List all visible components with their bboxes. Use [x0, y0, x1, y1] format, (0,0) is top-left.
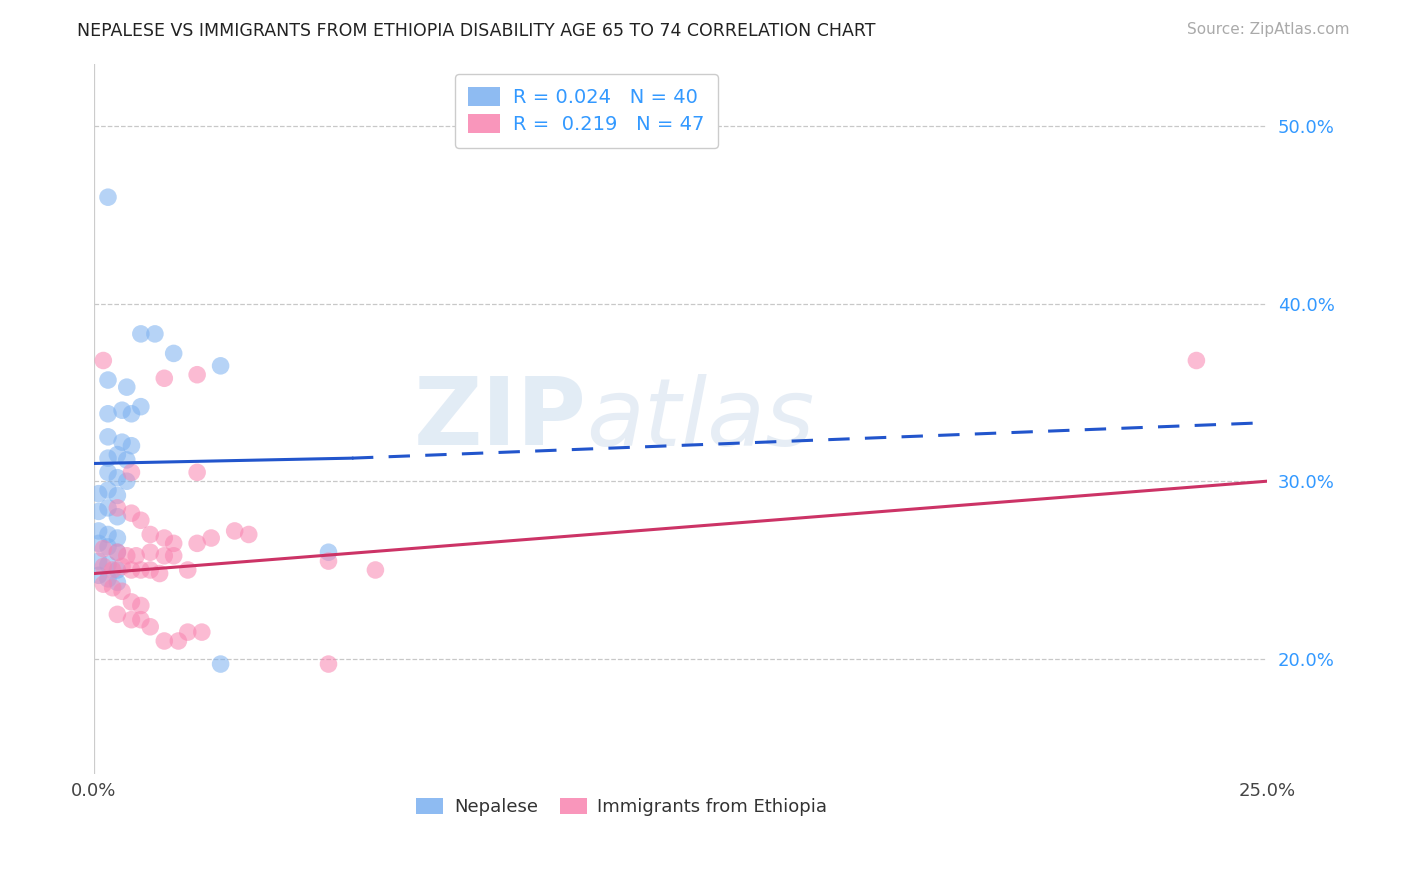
- Text: NEPALESE VS IMMIGRANTS FROM ETHIOPIA DISABILITY AGE 65 TO 74 CORRELATION CHART: NEPALESE VS IMMIGRANTS FROM ETHIOPIA DIS…: [77, 22, 876, 40]
- Point: [97, 527, 120, 541]
- Point: [97, 483, 120, 497]
- Point: [153, 634, 176, 648]
- Point: [139, 563, 162, 577]
- Point: [105, 500, 128, 515]
- Point: [186, 536, 208, 550]
- Point: [105, 531, 128, 545]
- Point: [97, 540, 120, 554]
- Point: [129, 599, 152, 613]
- Point: [87, 504, 110, 518]
- Point: [209, 359, 232, 373]
- Point: [120, 506, 142, 520]
- Point: [163, 549, 186, 563]
- Point: [120, 563, 142, 577]
- Point: [105, 607, 128, 622]
- Point: [105, 545, 128, 559]
- Point: [153, 371, 176, 385]
- Point: [153, 531, 176, 545]
- Point: [105, 545, 128, 559]
- Point: [97, 373, 120, 387]
- Point: [364, 563, 387, 577]
- Point: [153, 549, 176, 563]
- Point: [101, 563, 124, 577]
- Point: [91, 353, 114, 368]
- Point: [129, 563, 152, 577]
- Point: [97, 466, 120, 480]
- Point: [318, 657, 340, 671]
- Point: [91, 577, 114, 591]
- Point: [129, 513, 152, 527]
- Point: [139, 620, 162, 634]
- Point: [238, 527, 260, 541]
- Point: [87, 524, 110, 538]
- Point: [91, 559, 114, 574]
- Text: ZIP: ZIP: [413, 373, 586, 465]
- Point: [149, 566, 172, 581]
- Point: [120, 466, 142, 480]
- Point: [224, 524, 246, 538]
- Point: [163, 346, 186, 360]
- Point: [129, 326, 152, 341]
- Point: [97, 451, 120, 466]
- Point: [120, 613, 142, 627]
- Point: [318, 545, 340, 559]
- Point: [97, 430, 120, 444]
- Point: [87, 486, 110, 500]
- Point: [91, 541, 114, 556]
- Point: [115, 380, 138, 394]
- Point: [120, 439, 142, 453]
- Point: [111, 403, 134, 417]
- Point: [111, 559, 134, 574]
- Point: [105, 488, 128, 502]
- Point: [105, 563, 128, 577]
- Point: [105, 448, 128, 462]
- Point: [115, 453, 138, 467]
- Point: [177, 563, 200, 577]
- Point: [111, 435, 134, 450]
- Point: [97, 190, 120, 204]
- Point: [111, 584, 134, 599]
- Point: [129, 400, 152, 414]
- Point: [186, 368, 208, 382]
- Point: [97, 500, 120, 515]
- Point: [186, 466, 208, 480]
- Point: [101, 581, 124, 595]
- Point: [139, 545, 162, 559]
- Text: Source: ZipAtlas.com: Source: ZipAtlas.com: [1187, 22, 1350, 37]
- Point: [200, 531, 222, 545]
- Point: [1185, 353, 1208, 368]
- Point: [143, 326, 166, 341]
- Point: [87, 568, 110, 582]
- Point: [318, 554, 340, 568]
- Point: [167, 634, 190, 648]
- Point: [163, 536, 186, 550]
- Point: [209, 657, 232, 671]
- Point: [105, 471, 128, 485]
- Text: atlas: atlas: [586, 374, 814, 465]
- Point: [115, 474, 138, 488]
- Point: [105, 509, 128, 524]
- Point: [177, 625, 200, 640]
- Point: [120, 407, 142, 421]
- Point: [87, 536, 110, 550]
- Legend: Nepalese, Immigrants from Ethiopia: Nepalese, Immigrants from Ethiopia: [406, 789, 837, 825]
- Point: [120, 595, 142, 609]
- Point: [129, 613, 152, 627]
- Point: [97, 558, 120, 572]
- Point: [87, 554, 110, 568]
- Point: [125, 549, 148, 563]
- Point: [139, 527, 162, 541]
- Point: [191, 625, 214, 640]
- Point: [97, 407, 120, 421]
- Point: [105, 575, 128, 590]
- Point: [115, 549, 138, 563]
- Point: [97, 572, 120, 586]
